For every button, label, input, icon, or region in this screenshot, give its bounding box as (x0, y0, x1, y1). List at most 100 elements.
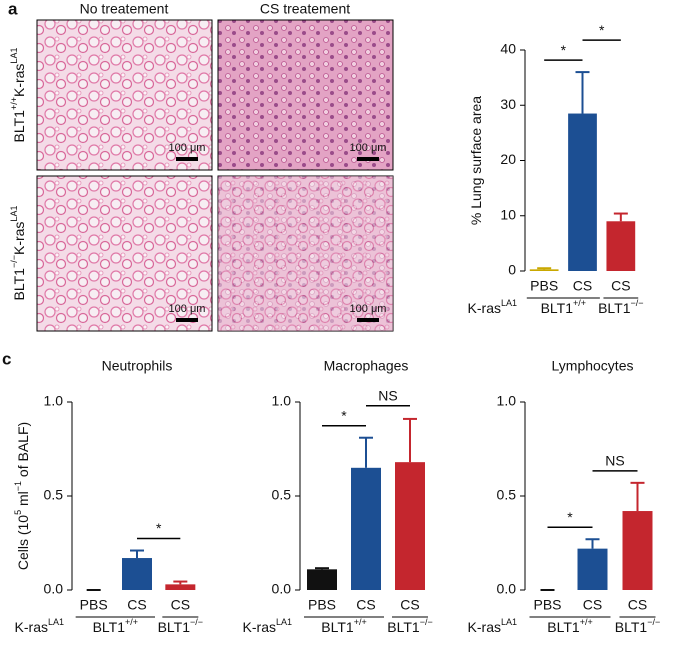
y-tick-label: 40 (500, 41, 516, 57)
y-tick-label: 1.0 (272, 393, 292, 409)
y-axis-title: Cells (105 ml−1 of BALF) (13, 422, 30, 570)
y-tick-label: 1.0 (497, 393, 517, 409)
group-label: BLT1+/+ (541, 298, 586, 315)
row-label-part: LA1 (9, 206, 19, 222)
y-tick-label: 0.0 (272, 581, 292, 597)
strain-label-part: K-ras (243, 619, 276, 635)
x-tick-label: CS (400, 597, 419, 613)
group-label-part: BLT1 (547, 619, 580, 635)
row-label-part: K-ras (11, 64, 27, 97)
y-axis-title-part: −1 (13, 481, 23, 491)
panel-label: c (2, 349, 11, 368)
y-axis-title-part: % Lung surface area (468, 96, 484, 225)
group-label: BLT1+/+ (321, 617, 366, 634)
row-label-part: K-ras (11, 222, 27, 255)
strain-label: K-rasLA1 (15, 617, 64, 634)
y-tick-label: 10 (500, 206, 516, 222)
group-label-part: BLT1 (93, 619, 126, 635)
group-label-part: BLT1 (158, 619, 191, 635)
group-label: BLT1+/+ (547, 617, 592, 634)
x-tick-label: CS (171, 597, 190, 613)
group-label-part: −/− (190, 617, 203, 627)
strain-label-part: K-ras (15, 619, 48, 635)
y-axis-title-part: ml (15, 491, 31, 510)
group-label-part: +/+ (125, 617, 138, 627)
bar (351, 467, 381, 590)
group-label: BLT1−/− (387, 617, 432, 634)
bar (606, 221, 636, 271)
significance-label: * (341, 407, 347, 423)
strain-label-part: LA1 (501, 298, 517, 308)
image-pane (36, 175, 213, 332)
group-label: BLT1−/− (615, 617, 660, 634)
bar (577, 548, 608, 590)
group-label-part: +/+ (354, 617, 367, 627)
y-tick-label: 0.0 (44, 581, 64, 597)
strain-label-part: K-ras (468, 619, 501, 635)
scale-bar-label: 100 μm (169, 142, 206, 154)
x-tick-label: PBS (80, 597, 108, 613)
group-label: BLT1−/− (598, 298, 643, 315)
x-tick-label: CS (628, 597, 647, 613)
column-title: CS treatement (260, 1, 350, 17)
bar (165, 584, 196, 590)
chart-title: Macrophages (324, 358, 409, 374)
x-tick-label: CS (573, 278, 592, 294)
strain-label: K-rasLA1 (468, 617, 517, 634)
row-label-part: BLT1 (11, 268, 27, 301)
group-label-part: −/− (631, 298, 644, 308)
x-tick-label: PBS (308, 597, 336, 613)
strain-label: K-rasLA1 (243, 617, 292, 634)
row-label-part: BLT1 (11, 110, 27, 143)
x-tick-label: CS (356, 597, 375, 613)
scale-bar-label: 100 μm (350, 142, 387, 154)
x-tick-label: CS (127, 597, 146, 613)
significance-label: * (599, 22, 605, 38)
scale-bar-label: 100 μm (169, 303, 206, 315)
group-label-part: BLT1 (387, 619, 420, 635)
chart-title: Neutrophils (102, 358, 173, 374)
group-label-part: +/+ (573, 298, 586, 308)
y-axis-title: % Lung surface area (468, 96, 484, 225)
bar (395, 462, 425, 590)
bar (307, 569, 337, 590)
bar (568, 113, 597, 271)
x-tick-label: PBS (530, 278, 558, 294)
strain-label-part: LA1 (501, 617, 517, 627)
y-tick-label: 20 (500, 151, 516, 167)
strain-label: K-rasLA1 (468, 298, 517, 315)
bar (529, 269, 559, 271)
significance-label: NS (378, 387, 397, 403)
group-label-part: −/− (647, 617, 660, 627)
histology-images (36, 19, 394, 332)
y-tick-label: 0.0 (497, 581, 517, 597)
row-label-part: +/+ (9, 97, 19, 110)
group-label-part: BLT1 (541, 300, 574, 316)
significance-label: * (156, 520, 162, 536)
group-label-part: +/+ (580, 617, 593, 627)
group-label-part: BLT1 (598, 300, 631, 316)
row-label: BLT1+/+K-rasLA1 (9, 48, 26, 143)
y-axis-title-part: Cells (10 (15, 515, 31, 570)
chart-title: Lymphocytes (552, 358, 634, 374)
row-label-part: LA1 (9, 48, 19, 64)
y-tick-label: 0.5 (272, 487, 292, 503)
column-title: No treatement (80, 1, 169, 17)
bar (122, 558, 152, 590)
bar (622, 511, 653, 590)
significance-label: * (567, 509, 573, 525)
y-tick-label: 30 (500, 96, 516, 112)
y-tick-label: 0 (508, 262, 516, 278)
group-label: BLT1+/+ (93, 617, 138, 634)
group-label-part: BLT1 (321, 619, 354, 635)
y-axis-title-part: 5 (13, 510, 23, 515)
y-axis-title-part: of BALF) (15, 422, 31, 481)
strain-label-part: LA1 (276, 617, 292, 627)
scale-bar-label: 100 μm (350, 303, 387, 315)
image-pane (217, 19, 394, 171)
strain-label-part: LA1 (48, 617, 64, 627)
group-label: BLT1−/− (158, 617, 203, 634)
significance-label: * (561, 42, 567, 58)
